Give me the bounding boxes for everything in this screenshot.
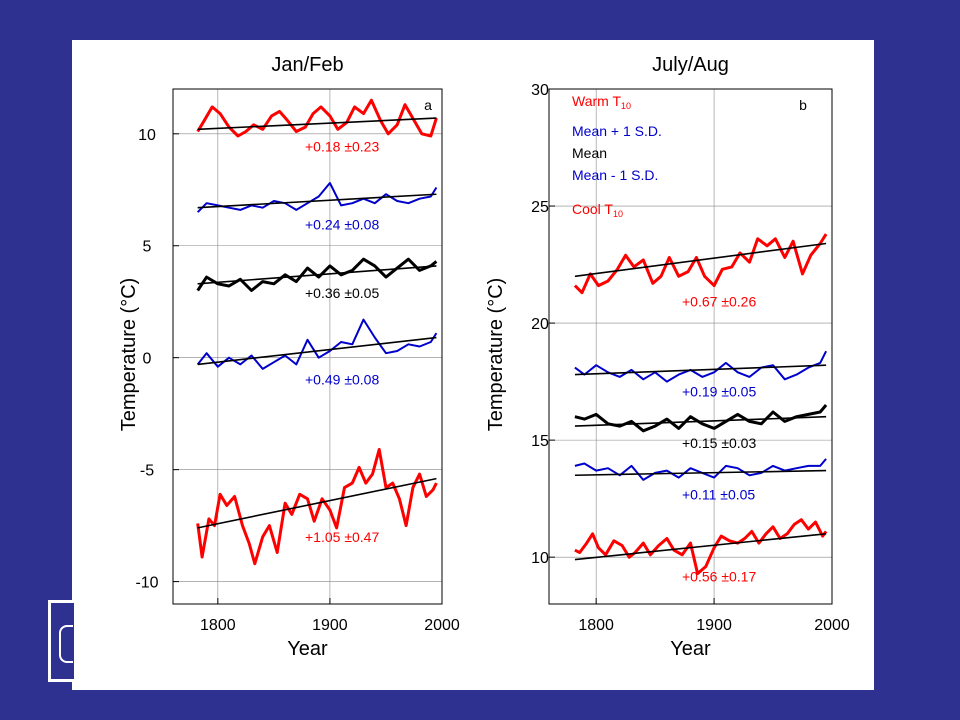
y-tick-label: 20: [531, 316, 549, 333]
chart-title: Jan/Feb: [271, 54, 343, 76]
y-axis-label: Temperature (°C): [485, 278, 507, 432]
y-axis-label: Temperature (°C): [118, 278, 140, 432]
trend-label-minus_sd: +0.49 ±0.08: [305, 371, 379, 387]
chart-july-aug: 1800 1900 2000 10 15 20 25 30 July/Aug Year Temper…: [485, 54, 850, 660]
plot-frame: [172, 88, 443, 605]
trend-line-plus_sd: [197, 193, 437, 209]
trend-line-mean: [574, 415, 827, 427]
trend-line-cool: [574, 532, 827, 561]
trend-label-warm: +0.67 ±0.26: [682, 293, 756, 309]
series-line-cool: [574, 518, 828, 576]
legend-item: Mean - 1 S.D.: [572, 167, 658, 183]
chart-title: July/Aug: [652, 54, 729, 76]
x-tick-label: 1800: [578, 617, 614, 634]
series-line-warm: [573, 233, 828, 295]
x-tick-label: 1900: [312, 617, 348, 634]
series-line-cool: [196, 448, 438, 566]
legend-item: Mean: [572, 145, 607, 161]
plot-frame: [548, 88, 833, 605]
series-line-minus_sd: [196, 318, 438, 370]
logo-fragment: [48, 600, 74, 682]
x-tick-label: 1800: [200, 617, 236, 634]
legend-item: Mean + 1 S.D.: [572, 123, 662, 139]
trend-line-minus_sd: [574, 469, 827, 477]
trend-line-minus_sd: [197, 336, 437, 366]
x-tick-label: 2000: [814, 617, 850, 634]
panel-label: a: [424, 97, 432, 113]
trend-line-cool: [197, 477, 437, 529]
legend: Warm T10 Mean + 1 S.D. Mean Mean - 1 S.D. Co…: [572, 93, 662, 219]
chart-jan-feb: 1800 1900 2000 -10 -5 0 5 10 Jan/Feb Year Temperat…: [118, 54, 460, 660]
y-tick-label: -10: [135, 575, 158, 592]
legend-item: Cool T10: [572, 201, 623, 219]
trend-label-warm: +0.18 ±0.23: [305, 138, 379, 154]
panel-label: b: [799, 97, 807, 113]
y-tick-label: 15: [531, 433, 549, 450]
trend-label-plus_sd: +0.19 ±0.05: [682, 384, 756, 400]
trend-label-minus_sd: +0.11 ±0.05: [682, 486, 755, 502]
x-tick-label: 2000: [424, 617, 460, 634]
series-line-plus_sd: [196, 182, 438, 213]
y-tick-label: 25: [531, 199, 549, 216]
x-axis-label: Year: [287, 638, 328, 660]
trend-label-mean: +0.15 ±0.03: [682, 435, 756, 451]
x-tick-label: 1900: [696, 617, 732, 634]
trend-line-plus_sd: [574, 364, 827, 376]
y-tick-label: 0: [143, 351, 152, 368]
y-tick-label: 10: [138, 127, 156, 144]
y-tick-label: 10: [531, 550, 549, 567]
x-axis-label: Year: [670, 638, 711, 660]
trend-label-cool: +0.56 ±0.17: [682, 569, 756, 585]
series-line-warm: [196, 98, 438, 138]
trend-label-plus_sd: +0.24 ±0.08: [305, 217, 379, 233]
y-tick-label: 5: [143, 239, 152, 256]
y-tick-label: 30: [531, 82, 549, 99]
series-line-minus_sd: [574, 458, 827, 481]
legend-item: Warm T10: [572, 93, 631, 111]
y-tick-label: -5: [140, 463, 154, 480]
trend-label-mean: +0.36 ±0.05: [305, 285, 379, 301]
trend-line-mean: [197, 265, 437, 285]
trend-label-cool: +1.05 ±0.47: [305, 529, 379, 545]
series-line-plus_sd: [574, 350, 827, 383]
trend-line-warm: [197, 117, 437, 131]
trend-line-warm: [574, 242, 827, 278]
